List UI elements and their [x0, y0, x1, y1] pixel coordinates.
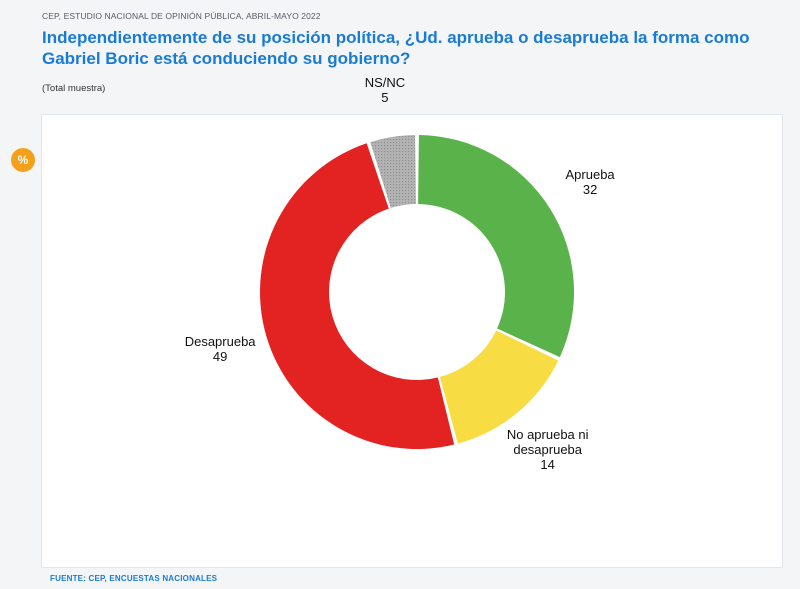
slice-value: 49	[212, 349, 228, 365]
slice-label-ns-nc: NS/NC 5	[365, 75, 405, 105]
slice-value: 14	[540, 457, 555, 473]
slice-name: NS/NC	[364, 74, 406, 90]
chart-subtitle: (Total muestra)	[42, 83, 106, 94]
chart-card: Aprueba 32 No aprueba ni desaprueba 14 Desapr…	[41, 75, 783, 568]
donut-slice-desaprueba	[259, 143, 455, 450]
slice-name: Desaprueba	[184, 334, 256, 350]
percent-icon: %	[11, 148, 35, 172]
slice-label-aprueba: Aprueba 32	[566, 167, 615, 197]
slice-name: No aprueba ni	[506, 427, 589, 443]
slice-label-desaprueba: Desaprueba 49	[185, 334, 256, 364]
slice-value: 32	[582, 182, 598, 198]
slice-name: Aprueba	[565, 167, 615, 183]
slice-label-no-aprueba-ni-desaprueba: No aprueba ni desaprueba 14	[507, 427, 589, 472]
donut-chart	[259, 135, 574, 450]
kicker-text: CEP, ESTUDIO NACIONAL DE OPINIÓN PÚBLICA…	[42, 11, 321, 21]
donut-slice-aprueba	[418, 135, 574, 358]
slice-value: 5	[381, 89, 389, 105]
chart-title: Independientemente de su posición políti…	[42, 28, 750, 68]
donut-slice-ns-nc	[370, 135, 416, 208]
slice-name: desaprueba	[513, 442, 583, 458]
source-note: FUENTE: CEP, ENCUESTAS NACIONALES	[50, 574, 218, 583]
donut-slice-no-aprueba-ni-desaprueba	[439, 330, 559, 444]
